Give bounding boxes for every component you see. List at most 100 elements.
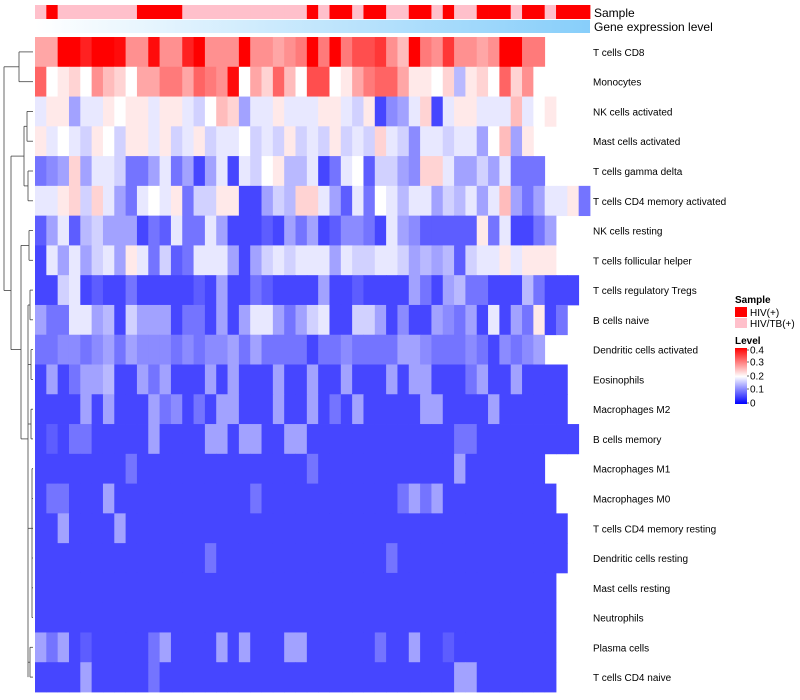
heatmap-cell	[136, 483, 149, 514]
heatmap-cell	[136, 632, 149, 663]
heatmap-cell	[408, 394, 421, 425]
heatmap-cell	[352, 275, 364, 306]
heatmap-cell	[91, 662, 104, 693]
heatmap-cell	[465, 334, 478, 365]
heatmap-cell	[68, 215, 81, 246]
heatmap-cell	[363, 185, 376, 217]
heatmap-cell	[318, 245, 330, 276]
heatmap-cell	[216, 334, 228, 365]
heatmap-cell	[318, 483, 330, 514]
heatmap-cell	[272, 334, 285, 365]
heatmap-cell	[80, 275, 93, 306]
heatmap-cell	[159, 66, 172, 97]
heatmap-cell	[148, 662, 160, 693]
heatmap-cell	[136, 334, 149, 365]
heatmap-cell	[374, 453, 387, 484]
heatmap-cell	[510, 572, 523, 604]
heatmap-cell	[80, 483, 93, 514]
heatmap-cell	[374, 364, 387, 395]
heatmap-cell	[454, 304, 466, 336]
heatmap-cell	[352, 424, 364, 455]
heatmap-cell	[340, 394, 353, 425]
heatmap-cell	[352, 304, 364, 336]
heatmap-cell	[374, 245, 387, 276]
heatmap-cell	[35, 513, 47, 544]
heatmap-cell	[476, 126, 489, 157]
heatmap-cell	[136, 245, 149, 276]
heatmap-cell	[170, 126, 183, 157]
heatmap-cell	[499, 334, 512, 365]
heatmap-cell	[238, 424, 251, 455]
heatmap-cell	[80, 334, 93, 365]
heatmap-cell	[193, 632, 206, 663]
heatmap-cell	[91, 424, 104, 455]
heatmap-cell	[227, 96, 240, 127]
heatmap-cell	[352, 245, 364, 276]
heatmap-cell	[295, 304, 308, 336]
row-label: T cells regulatory Tregs	[593, 286, 697, 297]
heatmap-cell	[68, 662, 81, 693]
heatmap-cell	[57, 304, 70, 336]
heatmap-cell	[420, 602, 432, 633]
row-label: Dendritic cells activated	[593, 346, 698, 357]
row-label: T cells CD4 memory resting	[593, 524, 716, 535]
heatmap-cell	[272, 364, 285, 395]
heatmap-cell	[216, 215, 228, 246]
heatmap-cell	[465, 394, 478, 425]
heatmap-cell	[272, 662, 285, 693]
heatmap-cell	[544, 245, 557, 276]
heatmap-cell	[284, 483, 296, 514]
heatmap-cell	[363, 572, 376, 604]
heatmap-cell	[431, 632, 444, 663]
heatmap-cell	[102, 185, 115, 217]
heatmap-cell	[46, 156, 59, 187]
heatmap-cell	[408, 275, 421, 306]
heatmap-cell	[454, 215, 466, 246]
heatmap-cell	[318, 126, 330, 157]
heatmap-cell	[476, 334, 489, 365]
heatmap-cell	[408, 37, 421, 68]
heatmap-cell	[193, 156, 206, 187]
heatmap-cell	[159, 304, 172, 336]
heatmap-cell	[329, 126, 342, 157]
row-label: NK cells activated	[593, 107, 672, 118]
heatmap-cell	[250, 126, 262, 157]
heatmap-cell	[91, 156, 104, 187]
heatmap-cell	[204, 543, 217, 574]
heatmap-cell	[295, 275, 308, 306]
heatmap-cell	[125, 215, 138, 246]
heatmap-cell	[295, 543, 308, 574]
heatmap-cell	[272, 572, 285, 604]
heatmap-cell	[363, 334, 376, 365]
heatmap-cell	[91, 572, 104, 604]
heatmap-cell	[340, 37, 353, 68]
heatmap-cell	[522, 602, 534, 633]
heatmap-cell	[91, 513, 104, 544]
sample-annotation-label: Sample	[594, 6, 635, 20]
heatmap-cell	[68, 364, 81, 395]
heatmap-cell	[227, 453, 240, 484]
heatmap-cell	[533, 632, 546, 663]
heatmap-cell	[170, 245, 183, 276]
heatmap-cell	[102, 215, 115, 246]
heatmap-cell	[216, 483, 228, 514]
heatmap-cell	[204, 37, 217, 68]
heatmap-cell	[340, 453, 353, 484]
heatmap-cell	[499, 156, 512, 187]
heatmap-cell	[57, 602, 70, 633]
heatmap-cell	[386, 543, 398, 574]
heatmap-cell	[363, 394, 376, 425]
heatmap-cell	[35, 364, 47, 395]
heatmap-cell	[363, 37, 376, 68]
heatmap-cell	[272, 632, 285, 663]
legend-sample-title: Sample	[735, 295, 771, 306]
heatmap-cell	[102, 364, 115, 395]
heatmap-cell	[533, 215, 546, 246]
heatmap-cell	[193, 37, 206, 68]
heatmap-cell	[102, 602, 115, 633]
heatmap-cell	[442, 96, 455, 127]
heatmap-cell	[125, 245, 138, 276]
heatmap-cell	[510, 453, 523, 484]
heatmap-cell	[476, 662, 489, 693]
heatmap-cell	[476, 185, 489, 217]
